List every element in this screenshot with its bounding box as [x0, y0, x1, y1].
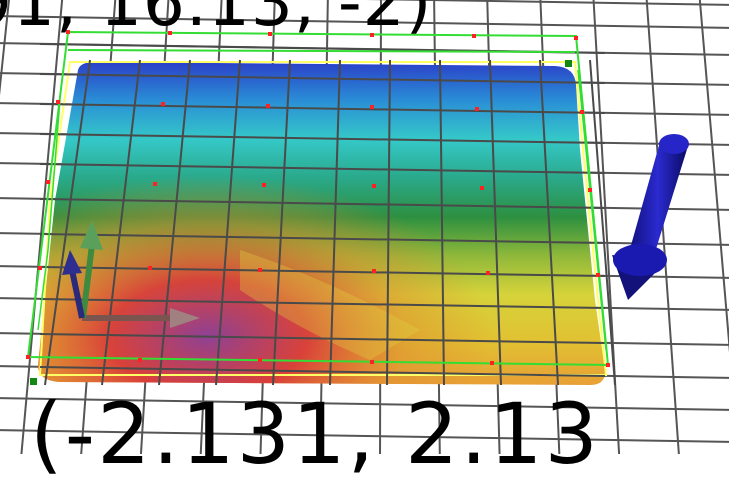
control-point[interactable] [370, 360, 374, 364]
control-point[interactable] [472, 34, 476, 38]
control-point[interactable] [56, 100, 60, 104]
control-point[interactable] [370, 33, 374, 37]
bbox-handle-top-right[interactable] [565, 60, 572, 67]
control-points[interactable] [26, 30, 610, 367]
control-point[interactable] [268, 32, 272, 36]
surface-outline [38, 61, 608, 376]
viewport-canvas[interactable] [0, 0, 729, 471]
control-point[interactable] [475, 107, 479, 111]
control-point[interactable] [580, 110, 584, 114]
control-point[interactable] [66, 30, 70, 34]
control-point[interactable] [46, 180, 50, 184]
bbox-handle-bottom-left[interactable] [30, 378, 37, 385]
transform-gizmo-icon[interactable] [62, 220, 200, 328]
control-point[interactable] [606, 363, 610, 367]
control-point[interactable] [574, 36, 578, 40]
control-point[interactable] [148, 266, 152, 270]
control-point[interactable] [168, 31, 172, 35]
control-point[interactable] [26, 355, 30, 359]
control-point[interactable] [38, 266, 42, 270]
control-point[interactable] [153, 182, 157, 186]
control-point[interactable] [161, 102, 165, 106]
control-point[interactable] [258, 268, 262, 272]
control-point[interactable] [486, 271, 490, 275]
control-point[interactable] [372, 269, 376, 273]
control-point[interactable] [266, 104, 270, 108]
control-point[interactable] [588, 188, 592, 192]
control-point[interactable] [262, 183, 266, 187]
control-point[interactable] [596, 273, 600, 277]
control-point[interactable] [370, 105, 374, 109]
control-point[interactable] [480, 186, 484, 190]
control-point[interactable] [138, 358, 142, 362]
control-point[interactable] [490, 361, 494, 365]
control-point[interactable] [258, 358, 262, 362]
grid-overlay [39, 43, 616, 386]
arrow-down-icon[interactable] [612, 134, 689, 300]
surface-mesh[interactable] [38, 62, 606, 385]
control-point[interactable] [372, 184, 376, 188]
